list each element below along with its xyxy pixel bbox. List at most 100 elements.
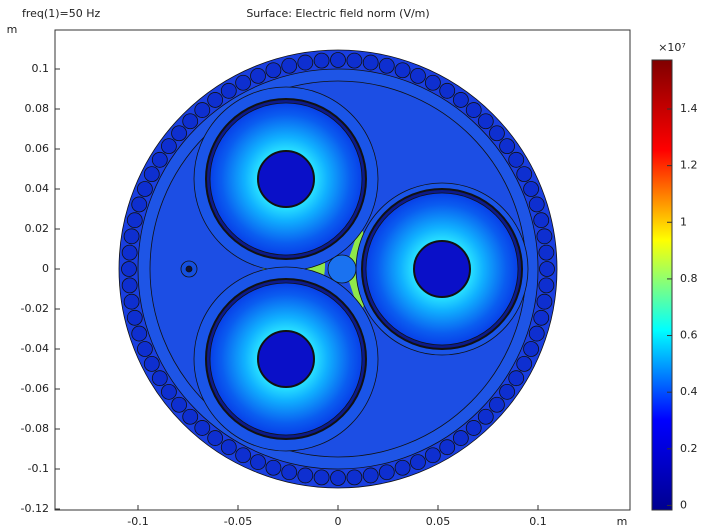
armor-wire: [171, 125, 187, 142]
armor-wire: [508, 370, 525, 387]
armor-wire: [121, 277, 138, 294]
armor-wire: [499, 138, 515, 155]
armor-wire: [465, 420, 482, 436]
colorbar-tick-label: 0.2: [680, 442, 698, 455]
chart-title: Surface: Electric field norm (V/m): [246, 7, 429, 20]
colorbar-tick-label: 0.6: [680, 329, 698, 342]
armor-wire: [477, 408, 494, 425]
armor-wire: [265, 459, 282, 476]
armor-wire: [161, 383, 177, 400]
y-tick-label: -0.12: [21, 502, 49, 515]
armor-wire: [151, 370, 168, 387]
y-tick-label: -0.08: [21, 422, 49, 435]
armor-wire: [523, 181, 539, 197]
armor-wire: [143, 355, 160, 372]
armor-wire: [313, 469, 330, 486]
armor-wire: [131, 196, 148, 213]
armor-wire: [536, 293, 553, 310]
armor-wire: [131, 325, 148, 342]
core: [355, 182, 529, 356]
armor-wire: [123, 293, 140, 310]
armor-wire: [126, 309, 143, 326]
armor-wire: [439, 82, 456, 99]
y-tick-label: 0.06: [25, 142, 50, 155]
armor-wire: [121, 261, 137, 277]
y-tick-label: -0.04: [21, 342, 49, 355]
armor-wire: [126, 212, 143, 229]
armor-wire: [410, 454, 426, 470]
armor-wire: [235, 74, 252, 91]
armor-wire: [346, 52, 363, 69]
armor-wire: [281, 57, 298, 74]
armor-wire: [194, 102, 211, 118]
armor-wire: [362, 54, 379, 71]
armor-wire: [143, 166, 160, 183]
field-hotspot: [262, 225, 367, 315]
armor-wire: [538, 277, 555, 294]
y-tick-label: -0.06: [21, 382, 49, 395]
armor-wire: [265, 62, 282, 79]
armor-wire: [489, 396, 505, 413]
armor-wire: [499, 383, 515, 400]
armor-wire: [378, 464, 395, 481]
armor-wire: [346, 469, 363, 486]
armor-wire: [313, 52, 330, 69]
armor-wire: [171, 396, 187, 413]
armor-wire: [207, 430, 224, 446]
fiber-core: [185, 265, 193, 273]
armor-wire: [477, 113, 494, 130]
colorbar-tick-label: 1.2: [680, 159, 698, 172]
armor-wire: [508, 151, 525, 168]
x-axis-label: m: [617, 515, 628, 528]
armor-wire: [378, 57, 395, 74]
colorbar-tick-label: 0.8: [680, 272, 698, 285]
armor-wire: [182, 113, 199, 130]
armor-wire: [394, 459, 411, 476]
colorbar-tick-label: 1.4: [680, 102, 698, 115]
x-tick-label: -0.1: [127, 515, 148, 528]
armor-wire: [528, 196, 545, 213]
armor-wire: [121, 244, 138, 261]
armor-wire: [539, 261, 555, 277]
armor-wire: [533, 212, 550, 229]
armor-wire: [528, 325, 545, 342]
armor-wire: [533, 309, 550, 326]
armor-wire: [235, 447, 252, 464]
armor-wire: [194, 420, 211, 436]
armor-wire: [297, 54, 314, 71]
armor-wire: [182, 408, 199, 425]
colorbar-tick-label: 0: [680, 498, 687, 511]
y-tick-label: 0.1: [32, 62, 50, 75]
armor-wire: [424, 447, 441, 464]
armor-wire: [516, 355, 533, 372]
armor-wire: [220, 82, 237, 99]
colorbar-multiplier: ×10⁷: [658, 41, 686, 54]
y-tick-label: -0.1: [28, 462, 49, 475]
armor-wire: [439, 439, 456, 456]
colorbar: [651, 59, 673, 511]
x-tick-label: -0.05: [224, 515, 252, 528]
armor-wire: [281, 464, 298, 481]
y-tick-label: 0.02: [25, 222, 50, 235]
armor-wire: [123, 228, 140, 245]
armor-wire: [394, 62, 411, 79]
armor-wire: [362, 467, 379, 484]
armor-wire: [250, 68, 266, 84]
x-tick-label: 0.05: [426, 515, 451, 528]
armor-wire: [538, 244, 555, 261]
colorbar-tick-label: 0.4: [680, 385, 698, 398]
armor-wire: [410, 68, 426, 84]
armor-wire: [137, 181, 153, 197]
plot-frame: [54, 29, 631, 511]
armor-wire: [330, 52, 346, 68]
armor-wire: [330, 470, 346, 486]
y-axis-label: m: [7, 23, 18, 36]
armor-wire: [452, 430, 469, 446]
core: [193, 86, 379, 272]
armor-wire: [151, 151, 168, 168]
filler-rod: [327, 254, 357, 284]
core: [193, 266, 379, 452]
y-tick-label: -0.02: [21, 302, 49, 315]
y-tick-label: 0.04: [25, 182, 50, 195]
